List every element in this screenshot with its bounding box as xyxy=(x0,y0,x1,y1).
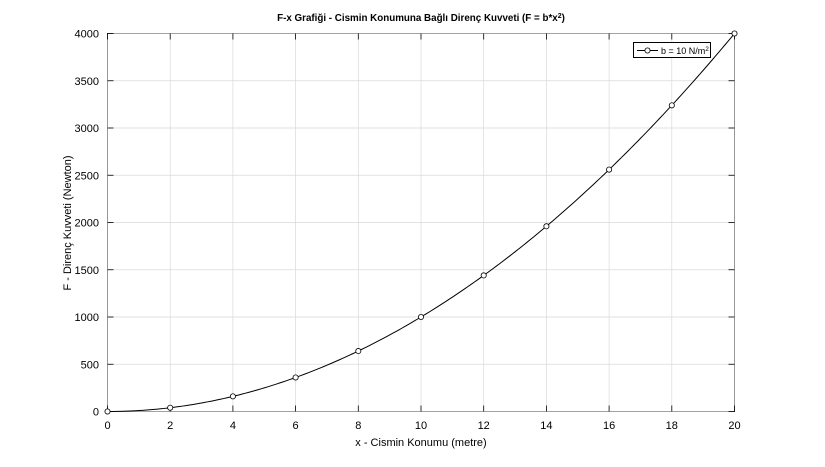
svg-text:20: 20 xyxy=(728,420,740,432)
svg-text:14: 14 xyxy=(540,420,552,432)
svg-text:8: 8 xyxy=(355,420,361,432)
svg-text:3000: 3000 xyxy=(75,123,99,135)
svg-text:2000: 2000 xyxy=(75,218,99,230)
svg-text:10: 10 xyxy=(415,420,427,432)
svg-text:0: 0 xyxy=(104,420,110,432)
svg-text:F - Direnç Kuvveti (Newton): F - Direnç Kuvveti (Newton) xyxy=(62,155,74,290)
svg-text:3500: 3500 xyxy=(75,76,99,88)
svg-text:6: 6 xyxy=(293,420,299,432)
svg-text:4000: 4000 xyxy=(75,29,99,41)
svg-text:b = 10 N/m2: b = 10 N/m2 xyxy=(661,45,709,56)
svg-text:18: 18 xyxy=(666,420,678,432)
svg-text:1000: 1000 xyxy=(75,312,99,324)
svg-text:x - Cismin Konumu (metre): x - Cismin Konumu (metre) xyxy=(355,437,486,449)
svg-text:12: 12 xyxy=(478,420,490,432)
svg-text:2: 2 xyxy=(167,420,173,432)
svg-text:16: 16 xyxy=(603,420,615,432)
svg-text:1500: 1500 xyxy=(75,265,99,277)
svg-text:0: 0 xyxy=(93,407,99,419)
svg-text:500: 500 xyxy=(81,359,99,371)
svg-text:F-x Grafiği - Cismin Konumuna: F-x Grafiği - Cismin Konumuna Bağlı Dire… xyxy=(277,13,565,25)
svg-text:4: 4 xyxy=(230,420,236,432)
svg-text:2500: 2500 xyxy=(75,170,99,182)
